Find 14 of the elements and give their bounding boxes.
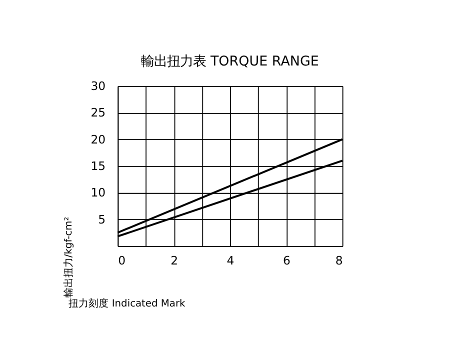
x-tick-label: 2 [170,253,178,268]
x-tick-label: 6 [282,253,290,268]
x-axis-title: 扭力刻度 Indicated Mark [68,298,186,310]
y-tick-label: 20 [90,132,106,146]
x-tick-label: 8 [335,253,343,268]
y-tick-label: 15 [90,159,106,174]
y-tick-label: 5 [98,212,106,226]
y-tick-label: 30 [90,79,106,94]
chart-title: 輸出扭力表 TORQUE RANGE [141,53,319,70]
x-tick-label: 0 [118,253,126,268]
y-tick-label: 10 [90,186,106,200]
y-axis-title: 輸出扭力/kgf-cm² [62,216,74,298]
y-tick-label: 25 [90,106,106,120]
x-tick-label: 4 [226,253,234,268]
